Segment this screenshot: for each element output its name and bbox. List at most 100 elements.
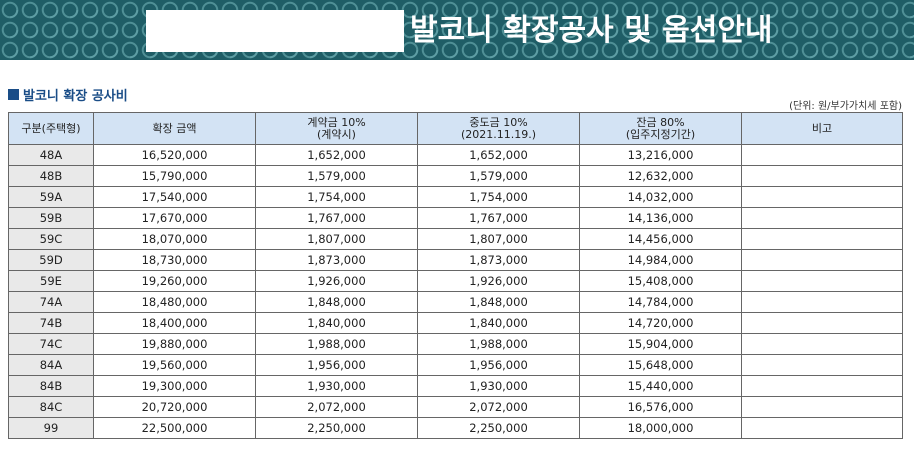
middle-cell: 1,754,000 — [417, 186, 580, 208]
section-title: 발코니 확장 공사비 — [8, 85, 128, 104]
header-sublabel: (2021.11.19.) — [460, 127, 537, 141]
header-label: 잔금 80% — [636, 115, 685, 129]
deposit-cell: 1,652,000 — [255, 144, 418, 166]
balance-cell: 15,648,000 — [579, 354, 742, 376]
deposit-cell: 1,926,000 — [255, 270, 418, 292]
unit-note: (단위: 원/부가가치세 포함) — [789, 101, 902, 112]
balance-cell: 15,904,000 — [579, 333, 742, 355]
type-cell: 84C — [8, 396, 94, 418]
note-cell — [741, 291, 903, 313]
middle-cell: 2,250,000 — [417, 417, 580, 439]
note-cell — [741, 165, 903, 187]
amount-cell: 18,070,000 — [93, 228, 256, 250]
balance-cell: 13,216,000 — [579, 144, 742, 166]
note-cell — [741, 417, 903, 439]
deposit-cell: 1,988,000 — [255, 333, 418, 355]
amount-cell: 15,790,000 — [93, 165, 256, 187]
table-row: 59B 17,670,000 1,767,000 1,767,000 14,136,00… — [8, 207, 903, 229]
balance-cell: 14,456,000 — [579, 228, 742, 250]
amount-cell: 18,400,000 — [93, 312, 256, 334]
amount-cell: 17,670,000 — [93, 207, 256, 229]
type-cell: 74A — [8, 291, 94, 313]
amount-cell: 19,260,000 — [93, 270, 256, 292]
deposit-cell: 2,072,000 — [255, 396, 418, 418]
table-row: 99 22,500,000 2,250,000 2,250,000 18,000,000 — [8, 417, 903, 439]
middle-cell: 1,840,000 — [417, 312, 580, 334]
table-row: 74A 18,480,000 1,848,000 1,848,000 14,784,00… — [8, 291, 903, 313]
header-label: 확장 금액 — [152, 121, 197, 135]
section-title-text: 발코니 확장 공사비 — [23, 89, 128, 104]
table-row: 59D 18,730,000 1,873,000 1,873,000 14,984,00… — [8, 249, 903, 271]
note-cell — [741, 186, 903, 208]
type-cell: 74C — [8, 333, 94, 355]
banner-title: 발코니 확장공사 및 옵션안내 — [410, 13, 773, 48]
note-cell — [741, 354, 903, 376]
middle-cell: 1,767,000 — [417, 207, 580, 229]
table-row: 48A 16,520,000 1,652,000 1,652,000 13,216,00… — [8, 144, 903, 166]
note-cell — [741, 207, 903, 229]
square-bullet-icon — [8, 89, 19, 100]
balance-cell: 15,408,000 — [579, 270, 742, 292]
note-cell — [741, 312, 903, 334]
banner-blank-box — [146, 10, 404, 52]
amount-cell: 17,540,000 — [93, 186, 256, 208]
table-row: 84A 19,560,000 1,956,000 1,956,000 15,648,00… — [8, 354, 903, 376]
middle-cell: 1,848,000 — [417, 291, 580, 313]
deposit-cell: 1,930,000 — [255, 375, 418, 397]
middle-cell: 1,988,000 — [417, 333, 580, 355]
amount-cell: 19,880,000 — [93, 333, 256, 355]
deposit-cell: 1,767,000 — [255, 207, 418, 229]
note-cell — [741, 249, 903, 271]
middle-cell: 1,652,000 — [417, 144, 580, 166]
table-row: 74B 18,400,000 1,840,000 1,840,000 14,720,00… — [8, 312, 903, 334]
balance-cell: 18,000,000 — [579, 417, 742, 439]
type-cell: 48A — [8, 144, 94, 166]
header-sublabel: (입주지정기간) — [625, 127, 696, 141]
table-row: 48B 15,790,000 1,579,000 1,579,000 12,632,00… — [8, 165, 903, 187]
header-sublabel: (계약시) — [317, 127, 356, 141]
table-row: 59A 17,540,000 1,754,000 1,754,000 14,032,00… — [8, 186, 903, 208]
deposit-cell: 1,956,000 — [255, 354, 418, 376]
middle-cell: 2,072,000 — [417, 396, 580, 418]
header-label: 구분(주택형) — [21, 121, 81, 135]
note-cell — [741, 270, 903, 292]
balance-cell: 12,632,000 — [579, 165, 742, 187]
table-row: 59E 19,260,000 1,926,000 1,926,000 15,408,00… — [8, 270, 903, 292]
header-type: 구분(주택형) — [8, 112, 94, 145]
note-cell — [741, 333, 903, 355]
type-cell: 84B — [8, 375, 94, 397]
type-cell: 59E — [8, 270, 94, 292]
balance-cell: 14,784,000 — [579, 291, 742, 313]
deposit-cell: 1,807,000 — [255, 228, 418, 250]
type-cell: 74B — [8, 312, 94, 334]
table-row: 59C 18,070,000 1,807,000 1,807,000 14,456,00… — [8, 228, 903, 250]
header-note: 비고 — [741, 112, 903, 145]
deposit-cell: 2,250,000 — [255, 417, 418, 439]
deposit-cell: 1,873,000 — [255, 249, 418, 271]
balance-cell: 14,720,000 — [579, 312, 742, 334]
amount-cell: 18,480,000 — [93, 291, 256, 313]
middle-cell: 1,926,000 — [417, 270, 580, 292]
note-cell — [741, 144, 903, 166]
middle-cell: 1,873,000 — [417, 249, 580, 271]
amount-cell: 22,500,000 — [93, 417, 256, 439]
header-label: 계약금 10% — [307, 115, 366, 129]
type-cell: 99 — [8, 417, 94, 439]
type-cell: 84A — [8, 354, 94, 376]
middle-cell: 1,579,000 — [417, 165, 580, 187]
type-cell: 48B — [8, 165, 94, 187]
middle-cell: 1,807,000 — [417, 228, 580, 250]
amount-cell: 19,300,000 — [93, 375, 256, 397]
header-amount: 확장 금액 — [93, 112, 256, 145]
type-cell: 59C — [8, 228, 94, 250]
table-row: 84C 20,720,000 2,072,000 2,072,000 16,576,00… — [8, 396, 903, 418]
amount-cell: 19,560,000 — [93, 354, 256, 376]
amount-cell: 16,520,000 — [93, 144, 256, 166]
balance-cell: 14,032,000 — [579, 186, 742, 208]
header-banner: 발코니 확장공사 및 옵션안내 — [0, 0, 914, 60]
balance-cell: 14,984,000 — [579, 249, 742, 271]
deposit-cell: 1,754,000 — [255, 186, 418, 208]
header-balance: 잔금 80% (입주지정기간) — [579, 112, 742, 145]
type-cell: 59A — [8, 186, 94, 208]
header-deposit: 계약금 10% (계약시) — [255, 112, 418, 145]
